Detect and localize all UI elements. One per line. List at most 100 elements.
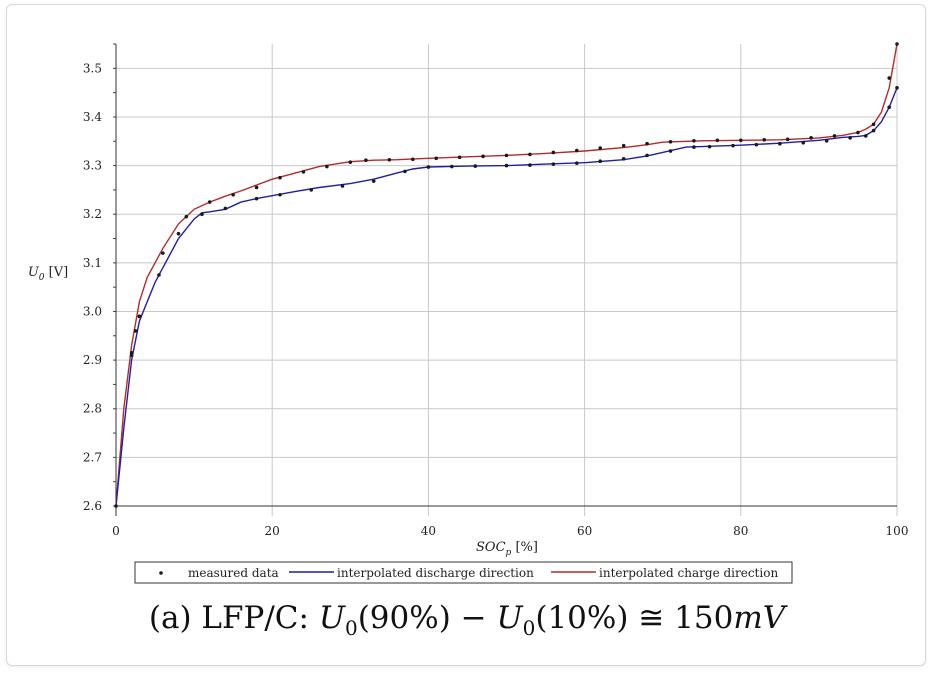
legend: measured data interpolated discharge dire… bbox=[134, 561, 793, 584]
measured-data-point bbox=[801, 140, 806, 145]
y-tick-label: 2.8 bbox=[83, 402, 102, 416]
measured-data-point bbox=[871, 128, 876, 133]
measured-data-point bbox=[707, 144, 712, 149]
measured-data-point bbox=[692, 138, 696, 143]
y-tick-label: 2.6 bbox=[83, 499, 102, 513]
measured-data-point bbox=[161, 251, 165, 255]
measured-data-point bbox=[200, 212, 204, 217]
measured-data-point bbox=[301, 170, 306, 174]
figure-frame bbox=[6, 4, 926, 666]
measured-data-point bbox=[129, 351, 134, 355]
measured-data-point bbox=[621, 156, 626, 161]
charge-series-line bbox=[115, 43, 898, 507]
y-tick-label: 3.3 bbox=[83, 159, 102, 173]
measured-data-point bbox=[207, 200, 212, 204]
measured-data-point bbox=[137, 314, 142, 319]
x-tick-label: 0 bbox=[112, 524, 120, 538]
measured-data-point bbox=[863, 134, 868, 138]
measured-data-point bbox=[254, 196, 259, 201]
measured-data-point bbox=[325, 164, 329, 169]
measured-data-point bbox=[887, 76, 891, 80]
measured-data-point bbox=[887, 105, 891, 110]
y-tick-label: 3.4 bbox=[83, 110, 102, 124]
legend-label-measured: measured data bbox=[188, 566, 279, 580]
measured-data-point bbox=[114, 504, 118, 508]
measured-data-point bbox=[481, 154, 485, 159]
measured-data-point bbox=[668, 139, 673, 144]
measured-data-point bbox=[871, 122, 876, 127]
voltage-soc-chart: 2.6 2.7 2.8 2.9 3.0 3.1 3.2 3.3 3.4 3.5 0 20 40 60 80 1… bbox=[28, 42, 909, 584]
measured-data-point bbox=[348, 160, 353, 164]
measured-data-point bbox=[551, 162, 556, 166]
measured-data-point bbox=[754, 142, 759, 147]
measured-data-point bbox=[731, 143, 735, 148]
measured-data-point bbox=[551, 150, 556, 155]
measured-data-point bbox=[410, 157, 415, 162]
caption-arg1: (90%) − bbox=[357, 600, 497, 636]
measured-data-point bbox=[457, 155, 462, 160]
caption-prefix: (a) LFP/C: bbox=[148, 600, 319, 636]
measured-data-point bbox=[528, 152, 532, 157]
measured-data-point bbox=[895, 85, 899, 90]
measured-data-point bbox=[895, 42, 899, 46]
legend-label-discharge: interpolated discharge direction bbox=[337, 566, 534, 580]
caption-u2: U bbox=[496, 600, 523, 636]
measured-data-point bbox=[387, 157, 392, 162]
x-tick-label: 20 bbox=[265, 524, 280, 538]
legend-marker-measured bbox=[159, 571, 163, 575]
measured-data-point bbox=[598, 159, 603, 164]
measured-data-point bbox=[762, 138, 767, 142]
x-tick-label: 80 bbox=[733, 524, 748, 538]
legend-box bbox=[134, 561, 793, 584]
measured-data-point bbox=[133, 329, 138, 333]
measured-data-point bbox=[668, 149, 673, 153]
figure-caption: (a) LFP/C: U0(90%) − U0(10%) ≅ 150mV bbox=[0, 600, 934, 640]
measured-data-point bbox=[809, 136, 813, 140]
legend-label-charge: interpolated charge direction bbox=[599, 566, 778, 580]
measured-data-point bbox=[574, 148, 579, 153]
y-tick-label: 3.2 bbox=[83, 207, 102, 221]
measured-data-point bbox=[403, 169, 407, 174]
y-tick-label: 3.0 bbox=[83, 304, 102, 318]
measured-data-point bbox=[157, 273, 161, 277]
measured-data-point bbox=[528, 163, 532, 167]
measured-data-point bbox=[176, 231, 181, 236]
measured-data-point bbox=[739, 138, 743, 143]
measured-data-point bbox=[832, 134, 837, 138]
measured-data-point bbox=[621, 143, 626, 148]
measured-data-point bbox=[450, 164, 454, 169]
measured-data-point bbox=[715, 138, 720, 143]
measured-data-point bbox=[645, 153, 649, 158]
measured-data-point bbox=[645, 141, 649, 146]
measured-data-point bbox=[364, 158, 368, 163]
measured-data-point bbox=[340, 184, 345, 188]
measured-data-point bbox=[278, 175, 282, 180]
measured-data-point bbox=[778, 141, 782, 146]
caption-sub1: 0 bbox=[344, 616, 358, 641]
caption-unit: mV bbox=[733, 600, 786, 636]
measured-data-point bbox=[824, 138, 829, 143]
y-tick-label: 2.7 bbox=[83, 450, 102, 464]
caption-arg2: (10%) ≅ 150 bbox=[535, 600, 734, 636]
measured-data-point bbox=[278, 192, 282, 197]
measured-data-point bbox=[504, 163, 509, 168]
y-tick-label: 3.5 bbox=[83, 61, 102, 75]
measured-data-point bbox=[309, 188, 314, 192]
x-tick-label: 100 bbox=[886, 524, 909, 538]
y-tick-label: 3.1 bbox=[83, 256, 102, 270]
caption-u1: U bbox=[318, 600, 345, 636]
measured-data-point bbox=[254, 185, 259, 190]
measured-data-point bbox=[426, 165, 431, 169]
measured-data-point bbox=[371, 179, 376, 183]
measured-data-point bbox=[231, 192, 235, 197]
measured-data-point bbox=[848, 136, 852, 140]
y-tick-label: 2.9 bbox=[83, 353, 102, 367]
measured-data-point bbox=[473, 164, 478, 168]
discharge-series-line bbox=[115, 87, 898, 507]
measured-data-point bbox=[574, 161, 579, 165]
x-axis-label: SOCp [%] bbox=[476, 540, 538, 558]
measured-data-point bbox=[856, 130, 860, 135]
measured-data-point bbox=[434, 156, 439, 161]
measured-data-point bbox=[598, 146, 603, 150]
x-tick-label: 40 bbox=[421, 524, 436, 538]
